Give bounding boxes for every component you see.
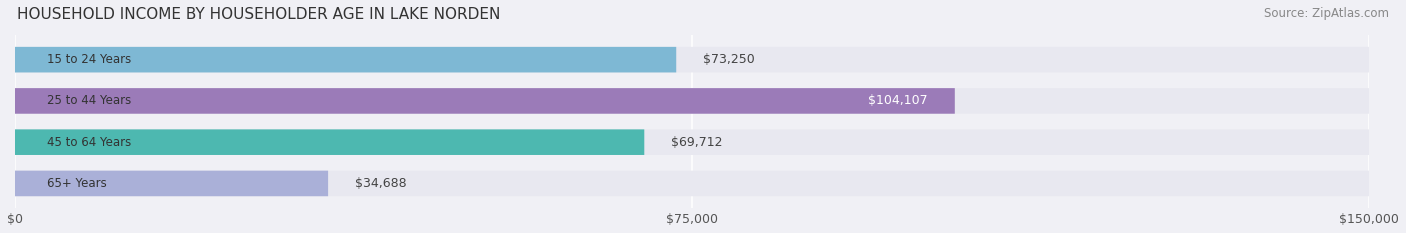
FancyBboxPatch shape: [15, 171, 328, 196]
FancyBboxPatch shape: [15, 47, 1369, 72]
FancyBboxPatch shape: [15, 88, 1369, 114]
FancyBboxPatch shape: [15, 129, 1369, 155]
Text: $34,688: $34,688: [356, 177, 406, 190]
Text: $69,712: $69,712: [672, 136, 723, 149]
Text: 65+ Years: 65+ Years: [46, 177, 107, 190]
Text: Source: ZipAtlas.com: Source: ZipAtlas.com: [1264, 7, 1389, 20]
Text: 15 to 24 Years: 15 to 24 Years: [46, 53, 131, 66]
FancyBboxPatch shape: [15, 47, 676, 72]
Text: 25 to 44 Years: 25 to 44 Years: [46, 94, 131, 107]
Text: $73,250: $73,250: [703, 53, 755, 66]
Text: HOUSEHOLD INCOME BY HOUSEHOLDER AGE IN LAKE NORDEN: HOUSEHOLD INCOME BY HOUSEHOLDER AGE IN L…: [17, 7, 501, 22]
Text: 45 to 64 Years: 45 to 64 Years: [46, 136, 131, 149]
FancyBboxPatch shape: [15, 129, 644, 155]
FancyBboxPatch shape: [15, 88, 955, 114]
FancyBboxPatch shape: [15, 171, 1369, 196]
Text: $104,107: $104,107: [868, 94, 928, 107]
